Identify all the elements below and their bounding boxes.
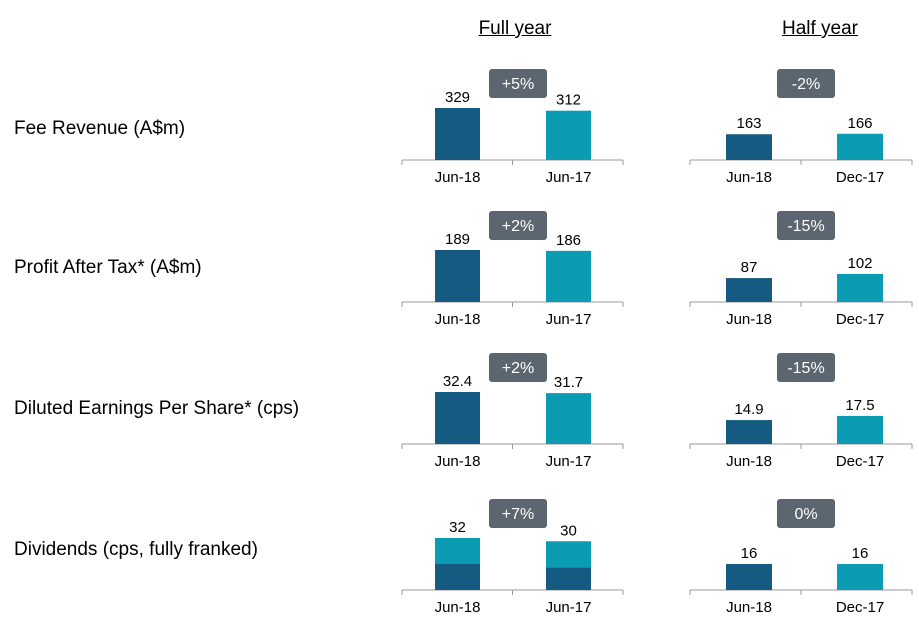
row-label-diluted-eps: Diluted Earnings Per Share* (cps)	[14, 398, 300, 419]
data-label-fy-4-0: 32	[449, 519, 466, 536]
bar-hy-3-0	[726, 420, 772, 444]
change-badge-text-hy-4: 0%	[794, 506, 817, 523]
change-badge-text-hy-2: -15%	[787, 218, 824, 235]
change-badge-hy-2	[777, 211, 835, 240]
data-label-hy-4-0: 16	[741, 545, 758, 562]
full-year-header: Full year	[478, 18, 552, 39]
tick-label-fy-4-0: Jun-18	[435, 599, 481, 616]
data-label-hy-1-1: 166	[847, 115, 872, 132]
change-badge-hy-3	[777, 353, 835, 382]
tick-label-fy-2-1: Jun-17	[546, 311, 592, 328]
tick-label-hy-2-0: Jun-18	[726, 311, 772, 328]
data-label-fy-1-0: 329	[445, 89, 470, 106]
data-label-fy-3-1: 31.7	[554, 374, 583, 391]
bar-hy-4-0	[726, 564, 772, 590]
data-label-hy-3-1: 17.5	[845, 397, 874, 414]
data-label-hy-2-0: 87	[741, 259, 758, 276]
tick-label-fy-1-0: Jun-18	[435, 169, 481, 186]
bar-fy-3-1	[546, 393, 591, 444]
bar-hy-2-1	[837, 273, 883, 302]
change-badge-hy-4	[777, 499, 835, 528]
tick-label-hy-2-1: Dec-17	[836, 311, 884, 328]
change-badge-text-hy-3: -15%	[787, 360, 824, 377]
data-label-fy-3-0: 32.4	[443, 373, 472, 390]
half-year-header: Half year	[781, 18, 859, 39]
tick-label-hy-3-1: Dec-17	[836, 453, 884, 470]
tick-label-hy-1-1: Dec-17	[836, 169, 884, 186]
bar-fy-2-1	[546, 250, 591, 302]
change-badge-fy-2	[489, 211, 547, 240]
data-label-hy-4-1: 16	[852, 545, 869, 562]
bar-hy-1-1	[837, 133, 883, 160]
tick-label-hy-4-1: Dec-17	[836, 599, 884, 616]
data-label-hy-1-0: 163	[736, 115, 761, 132]
data-label-fy-4-1: 30	[560, 522, 577, 539]
bar-fy-3-0	[435, 392, 480, 444]
bar-segment-upper-fy-4-1	[546, 541, 591, 568]
data-label-fy-1-1: 312	[556, 92, 581, 109]
bar-fy-1-0	[435, 108, 480, 160]
data-label-fy-2-1: 186	[556, 232, 581, 249]
bar-segment-lower-fy-4-1	[546, 567, 591, 590]
change-badge-fy-1	[489, 69, 547, 98]
tick-label-fy-3-1: Jun-17	[546, 453, 592, 470]
data-label-fy-2-0: 189	[445, 231, 470, 248]
bar-segment-upper-fy-4-0	[435, 538, 480, 564]
bar-hy-3-1	[837, 415, 883, 444]
bar-hy-1-0	[726, 134, 772, 160]
change-badge-fy-3	[489, 353, 547, 382]
change-badge-text-fy-4: +7%	[502, 506, 534, 523]
change-badge-text-fy-3: +2%	[502, 360, 534, 377]
tick-label-fy-4-1: Jun-17	[546, 599, 592, 616]
bar-fy-1-1	[546, 110, 591, 160]
data-label-hy-3-0: 14.9	[734, 401, 763, 418]
change-badge-text-fy-1: +5%	[502, 76, 534, 93]
change-badge-text-fy-2: +2%	[502, 218, 534, 235]
bar-hy-4-1	[837, 564, 883, 590]
tick-label-hy-1-0: Jun-18	[726, 169, 772, 186]
data-label-hy-2-1: 102	[847, 255, 872, 272]
row-label-fee-revenue: Fee Revenue (A$m)	[14, 118, 186, 139]
bar-fy-2-0	[435, 250, 480, 302]
change-badge-fy-4	[489, 499, 547, 528]
tick-label-fy-2-0: Jun-18	[435, 311, 481, 328]
tick-label-hy-3-0: Jun-18	[726, 453, 772, 470]
change-badge-hy-1	[777, 69, 835, 98]
change-badge-text-hy-1: -2%	[792, 76, 820, 93]
tick-label-fy-3-0: Jun-18	[435, 453, 481, 470]
tick-label-hy-4-0: Jun-18	[726, 599, 772, 616]
bar-segment-lower-fy-4-0	[435, 564, 480, 590]
tick-label-fy-1-1: Jun-17	[546, 169, 592, 186]
row-label-profit-after-tax: Profit After Tax* (A$m)	[14, 257, 202, 278]
bar-hy-2-0	[726, 278, 772, 302]
row-label-dividends: Dividends (cps, fully franked)	[14, 539, 258, 560]
